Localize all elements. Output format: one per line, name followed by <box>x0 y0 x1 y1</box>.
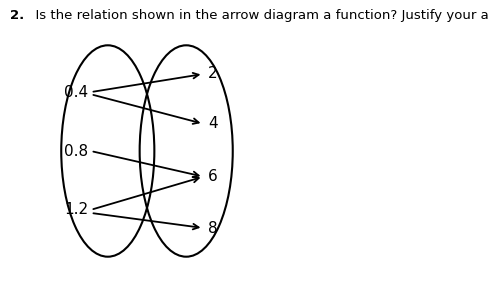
Text: 0.8: 0.8 <box>64 143 88 159</box>
Text: 2: 2 <box>208 66 218 82</box>
Text: 6: 6 <box>208 169 218 184</box>
Text: 4: 4 <box>208 116 218 131</box>
Text: 0.4: 0.4 <box>64 85 88 100</box>
Text: 2.: 2. <box>10 9 24 22</box>
Text: Is the relation shown in the arrow diagram a function? Justify your answer.: Is the relation shown in the arrow diagr… <box>27 9 490 22</box>
Text: 1.2: 1.2 <box>64 202 88 217</box>
Text: 8: 8 <box>208 220 218 236</box>
